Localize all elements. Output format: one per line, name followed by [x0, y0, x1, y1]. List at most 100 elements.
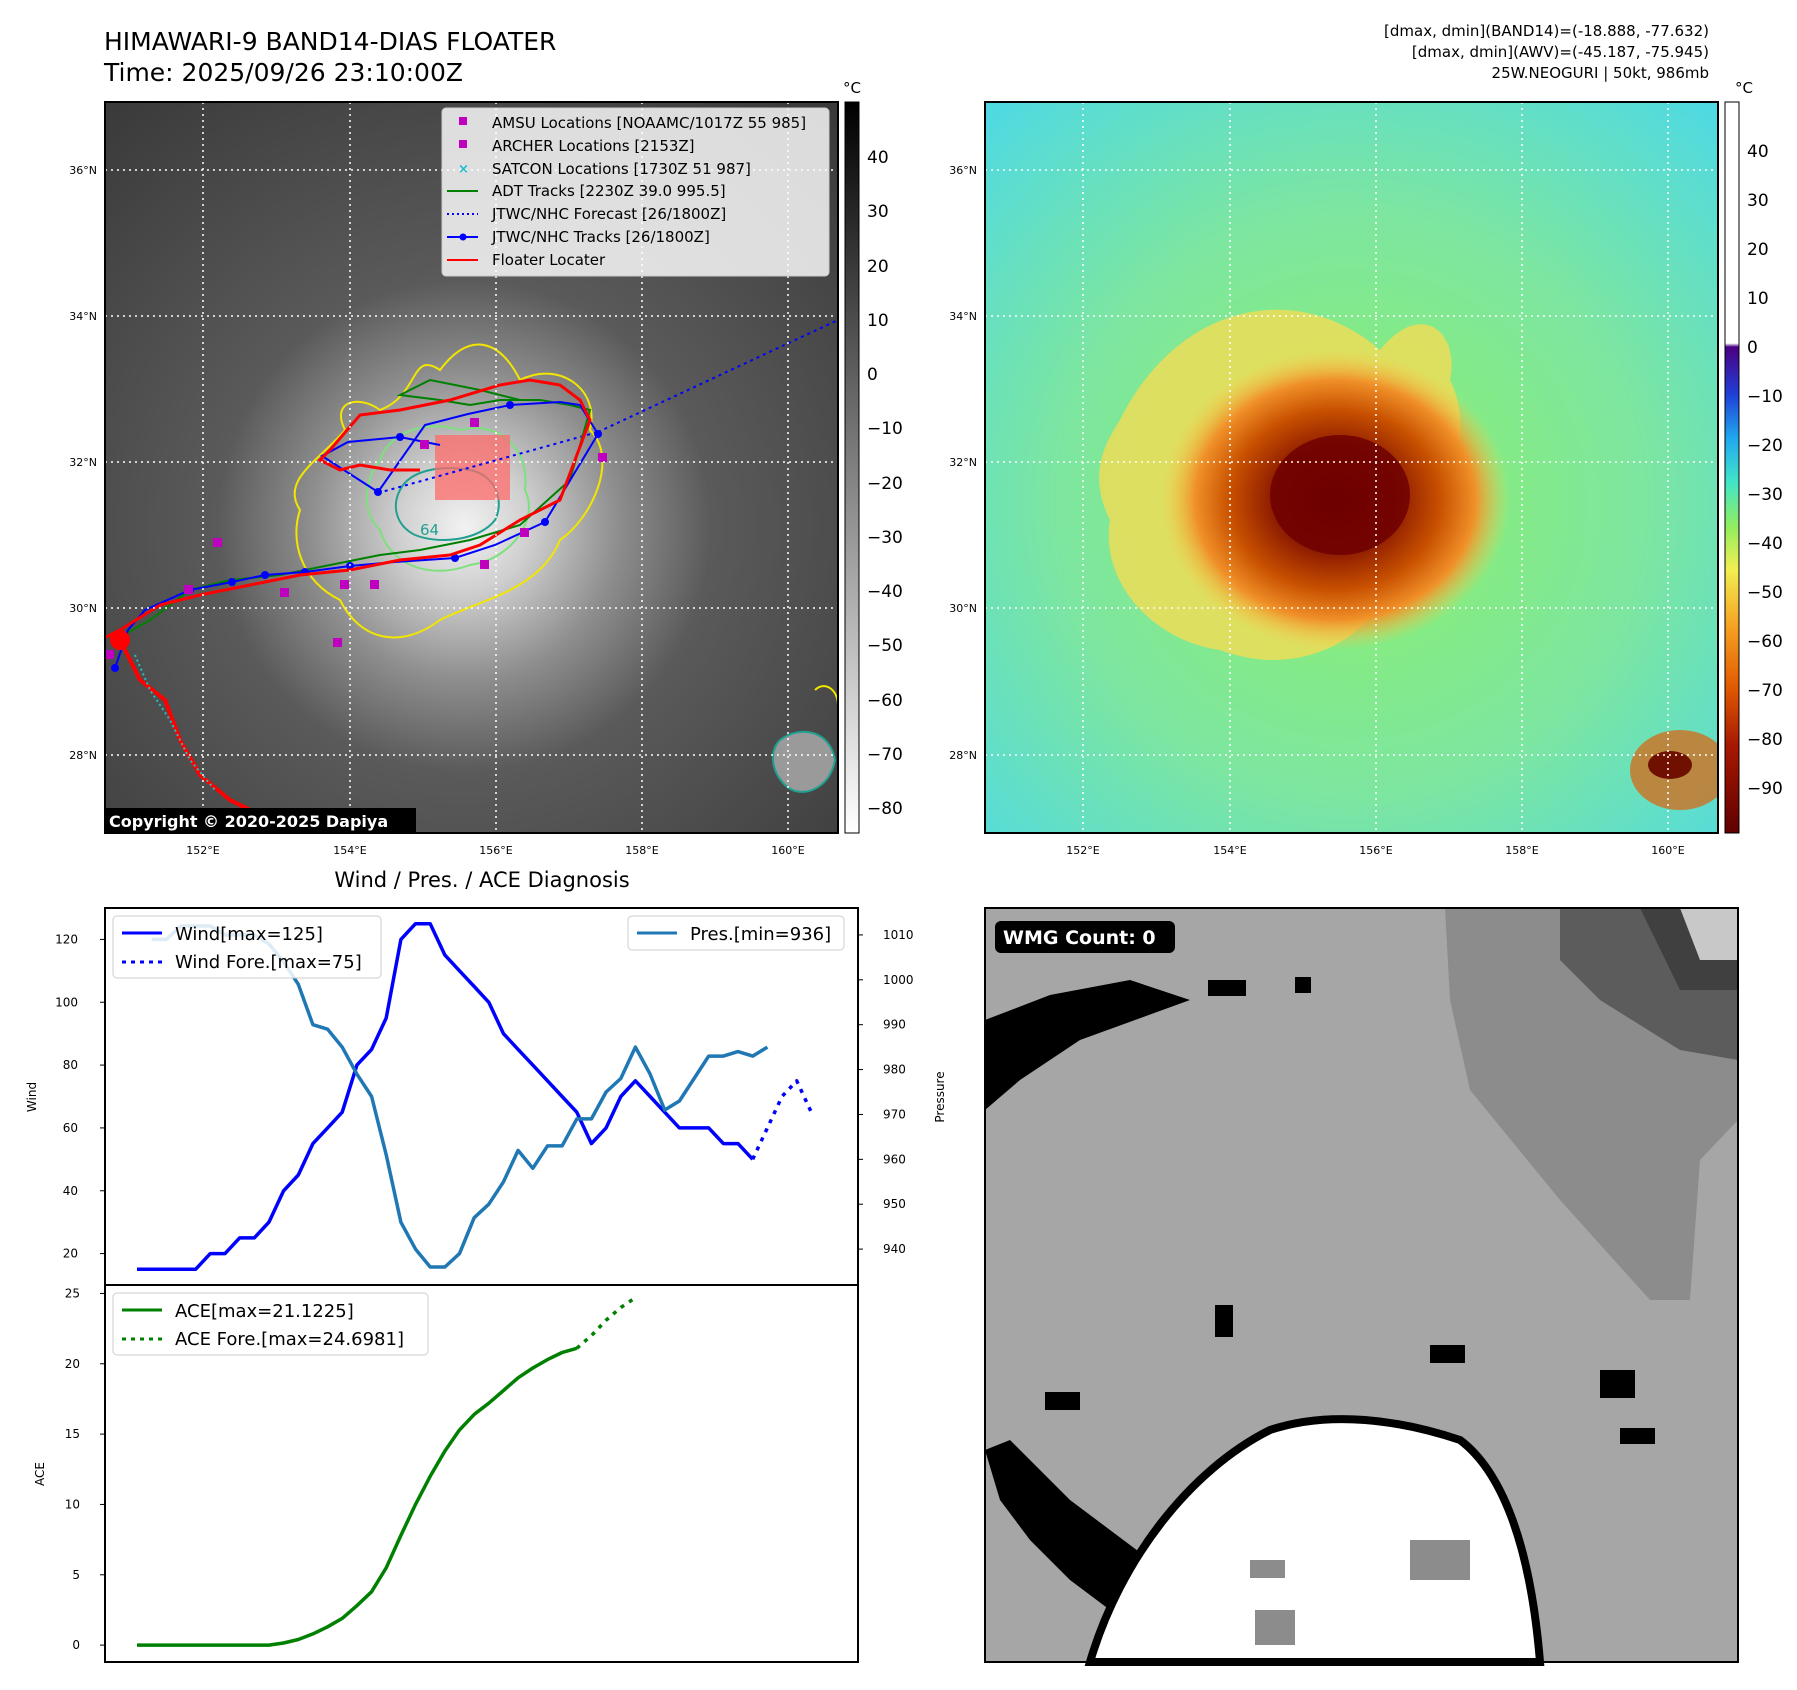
- lat-label: 34°N: [69, 310, 97, 323]
- wind-axis-label: Wind: [25, 1082, 39, 1112]
- legend-floater-label: Floater Locater: [492, 251, 606, 269]
- awv-lon-labels: 152°E 154°E 156°E 158°E 160°E: [1066, 844, 1684, 857]
- wind-tick-label: 60: [63, 1121, 78, 1135]
- ir-map-frame: [104, 101, 839, 834]
- ir-colorbar: °C 40 30 20 10 0 −10 −20 −30 −40 −50 −60…: [843, 79, 903, 834]
- lat-label: 36°N: [69, 164, 97, 177]
- lon-label: 156°E: [479, 844, 512, 857]
- lon-label: 160°E: [1651, 844, 1684, 857]
- ir-colorbar-ticks: 40 30 20 10 0 −10 −20 −30 −40 −50 −60 −7…: [867, 148, 903, 819]
- lat-label: 36°N: [949, 164, 977, 177]
- wmg-black-patch: [1600, 1370, 1635, 1398]
- wmg-count-badge: [995, 921, 1175, 953]
- wmg-frame: [984, 907, 1739, 1663]
- wmg-gray-patch: [1250, 1560, 1285, 1578]
- pressure-axis-label: Pressure: [933, 1071, 947, 1122]
- cb-tick: −50: [867, 636, 903, 656]
- ace-tick-label: 0: [72, 1638, 80, 1652]
- map-legend: AMSU Locations [NOAAMC/1017Z 55 985] ARC…: [441, 107, 830, 277]
- lat-label: 32°N: [69, 456, 97, 469]
- wmg-count-text: WMG Count: 0: [1003, 927, 1156, 949]
- wind-tick-label: 100: [55, 995, 78, 1009]
- awv-colorbar-ticks: 40 30 20 10 0 −10 −20 −30 −40 −50 −60 −7…: [1747, 142, 1783, 799]
- lat-label: 30°N: [69, 602, 97, 615]
- ace-tick-label: 15: [65, 1427, 80, 1441]
- awv-lat-labels: 36°N 34°N 32°N 30°N 28°N: [949, 164, 977, 762]
- cb-tick: −40: [867, 582, 903, 602]
- figure-title: HIMAWARI-9 BAND14-DIAS FLOATER: [104, 27, 557, 56]
- legend-amsu-label: AMSU Locations [NOAAMC/1017Z 55 985]: [492, 114, 806, 132]
- wmg-gray-patch: [1255, 1610, 1295, 1645]
- wmg-black-patch: [1045, 1392, 1080, 1410]
- ace-series: [137, 1296, 637, 1647]
- ir-lat-labels: 36°N 34°N 32°N 30°N 28°N: [69, 164, 97, 762]
- legend-amsu-icon: [459, 117, 467, 125]
- dmax-awv-text: [dmax, dmin](AWV)=(-45.187, -75.945): [1411, 43, 1709, 61]
- awv-cell-core: [1648, 751, 1692, 779]
- awv-colorbar-unit: °C: [1735, 79, 1753, 97]
- legend-archer-label: ARCHER Locations [2153Z]: [492, 137, 695, 155]
- pres-tick-label: 960: [883, 1152, 906, 1166]
- wmg-light-region: [1680, 908, 1738, 960]
- cb-tick: −10: [867, 419, 903, 439]
- lon-label: 154°E: [1213, 844, 1246, 857]
- legend-forecast-label: JTWC/NHC Forecast [26/1800Z]: [491, 205, 726, 223]
- floater-box: [435, 435, 510, 500]
- ir-colorbar-unit: °C: [843, 79, 861, 97]
- satcon-track: [134, 654, 216, 791]
- awv-colorbar: °C 40 30 20 10 0 −10 −20 −30 −40 −50 −60…: [1724, 79, 1783, 834]
- wmg-black-band-top: [985, 980, 1190, 1110]
- ir-lon-labels: 152°E 154°E 156°E 158°E 160°E: [186, 844, 804, 857]
- cb-tick: 10: [867, 311, 889, 331]
- lat-label: 28°N: [69, 749, 97, 762]
- wmg-gray-patch: [1410, 1540, 1470, 1580]
- cb-tick: −50: [1747, 583, 1783, 603]
- cb-tick: 20: [867, 257, 889, 277]
- ace-legend: ACE[max=21.1225] ACE Fore.[max=24.6981]: [112, 1292, 429, 1356]
- ace-axis-label: ACE: [33, 1462, 47, 1486]
- legend-ace-fore-label: ACE Fore.[max=24.6981]: [175, 1329, 404, 1350]
- series-line-3: [137, 1346, 578, 1647]
- lon-label: 158°E: [625, 844, 658, 857]
- diagnosis-title: Wind / Pres. / ACE Diagnosis: [334, 868, 629, 892]
- legend-satcon-icon: ×: [458, 162, 469, 177]
- wmg-black-patch: [1430, 1345, 1465, 1363]
- series-line-0: [137, 921, 754, 1272]
- awv-map-frame: [984, 101, 1719, 834]
- legend-tracks-label: JTWC/NHC Tracks [26/1800Z]: [491, 228, 710, 246]
- pres-tick-label: 940: [883, 1242, 906, 1256]
- cb-tick: −30: [867, 528, 903, 548]
- lat-label: 28°N: [949, 749, 977, 762]
- pres-legend: Pres.[min=936]: [627, 915, 845, 951]
- amsu-markers: [105, 418, 607, 659]
- legend-satcon-label: SATCON Locations [1730Z 51 987]: [492, 160, 751, 178]
- cb-tick: 40: [867, 148, 889, 168]
- cb-tick: −10: [1747, 387, 1783, 407]
- legend-adt-label: ADT Tracks [2230Z 39.0 995.5]: [492, 182, 726, 200]
- awv-map-grid: [985, 102, 1718, 833]
- wmg-black-patch: [1295, 977, 1311, 993]
- lon-label: 154°E: [333, 844, 366, 857]
- awv-map-panel: [985, 102, 1718, 833]
- legend-pres-label: Pres.[min=936]: [690, 924, 831, 945]
- pres-tick-label: 1010: [883, 928, 914, 942]
- cb-tick: −90: [1747, 779, 1783, 799]
- jtwc-forecast-line: [597, 319, 838, 433]
- legend-wind-label: Wind[max=125]: [175, 924, 323, 945]
- lat-label: 30°N: [949, 602, 977, 615]
- cb-tick: −20: [1747, 436, 1783, 456]
- ace-tick-label: 20: [65, 1357, 80, 1371]
- wmg-white-core: [1084, 1415, 1545, 1666]
- wmg-black-patch: [1215, 1305, 1233, 1337]
- cb-tick: −80: [867, 799, 903, 819]
- cb-tick: 30: [1747, 191, 1769, 211]
- wind-legend: Wind[max=125] Wind Fore.[max=75]: [112, 915, 382, 979]
- cb-tick: −30: [1747, 485, 1783, 505]
- awv-eye-region: [1270, 435, 1410, 555]
- cb-tick: 20: [1747, 240, 1769, 260]
- floater-start: [110, 630, 130, 650]
- wind-tick-label: 80: [63, 1058, 78, 1072]
- ace-tick-label: 25: [65, 1286, 80, 1300]
- copyright-badge: [104, 808, 416, 833]
